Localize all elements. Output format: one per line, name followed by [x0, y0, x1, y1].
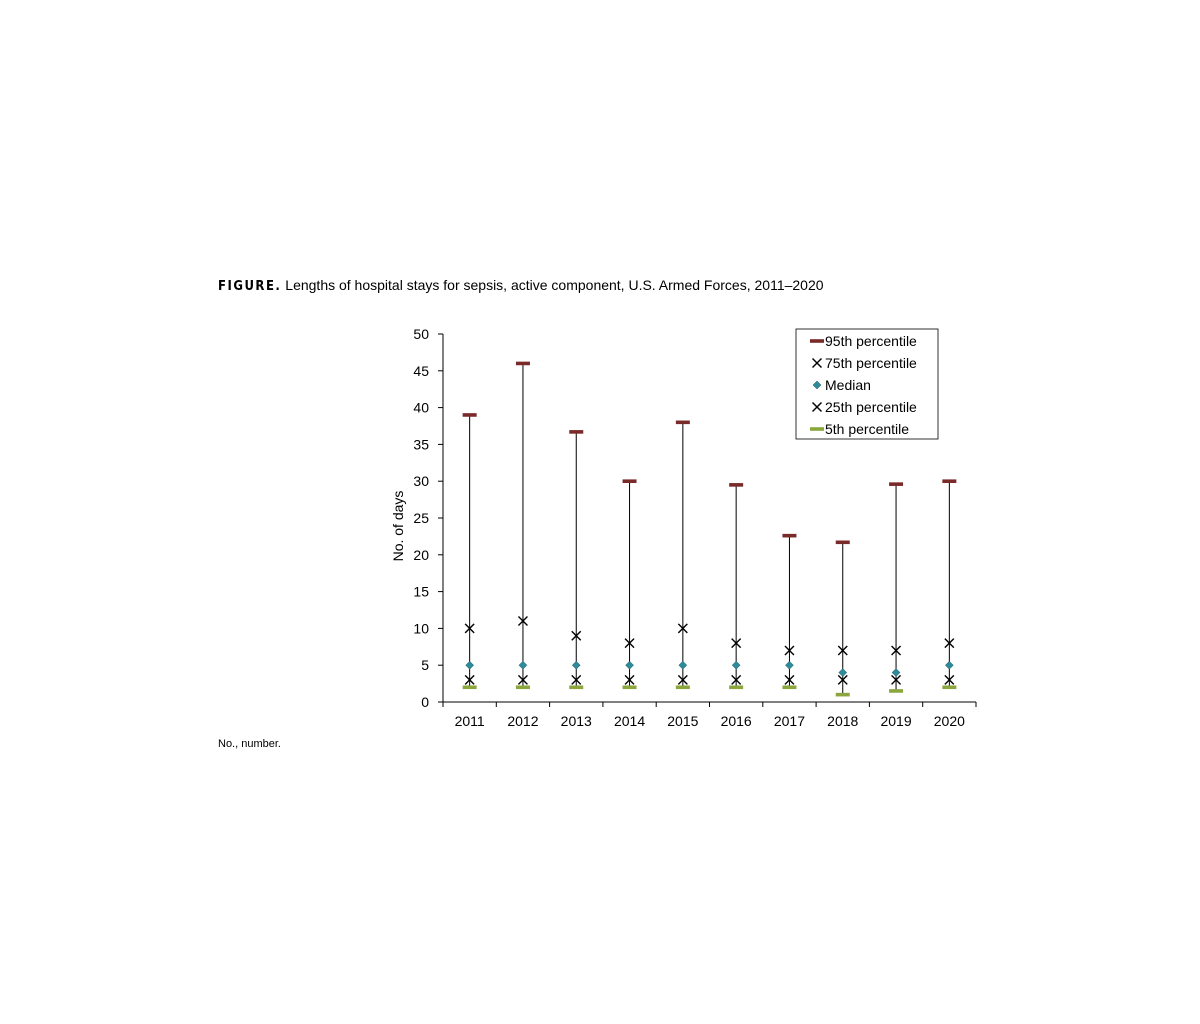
5th-percentile-point: [782, 685, 797, 690]
95th-percentile-point: [515, 361, 530, 366]
legend-marker: [812, 380, 822, 390]
25th-percentile-point: [784, 674, 795, 685]
legend-label: Median: [825, 377, 871, 393]
legend-label: 95th percentile: [825, 333, 917, 349]
y-tick-label: 30: [413, 473, 429, 489]
25th-percentile-point: [571, 674, 582, 685]
y-tick-label: 5: [421, 657, 429, 673]
95th-percentile-point: [889, 482, 904, 486]
y-tick-label: 40: [413, 400, 429, 416]
5th-percentile-point: [889, 689, 904, 693]
x-tick-label: 2020: [934, 713, 965, 729]
25th-percentile-point: [464, 674, 475, 685]
x-tick-label: 2018: [827, 713, 858, 729]
figure-label: FIGURE.: [218, 279, 282, 294]
5th-percentile-point: [835, 692, 850, 697]
y-tick-label: 35: [413, 436, 429, 452]
median-point: [891, 668, 901, 677]
25th-percentile-point: [837, 674, 848, 685]
median-point: [518, 660, 528, 670]
median-point: [785, 660, 794, 670]
median-point: [838, 668, 848, 677]
75th-percentile-point: [677, 623, 688, 634]
95th-percentile-point: [569, 430, 584, 434]
75th-percentile-point: [891, 645, 902, 656]
x-tick-label: 2014: [614, 713, 645, 729]
legend-marker: [810, 339, 824, 343]
75th-percentile-point: [837, 645, 848, 656]
median-point: [944, 660, 954, 670]
figure-caption: FIGURE. Lengths of hospital stays for se…: [218, 277, 824, 294]
y-tick-label: 50: [413, 326, 429, 342]
25th-percentile-point: [891, 674, 902, 685]
5th-percentile-point: [729, 685, 744, 690]
5th-percentile-point: [462, 685, 477, 690]
legend-label: 25th percentile: [825, 399, 917, 415]
x-tick-label: 2013: [561, 713, 592, 729]
x-tick-label: 2015: [667, 713, 698, 729]
median-point: [465, 660, 475, 670]
95th-percentile-point: [622, 479, 637, 483]
y-tick-label: 10: [413, 620, 429, 636]
75th-percentile-point: [944, 638, 955, 649]
25th-percentile-point: [677, 674, 688, 685]
legend-label: 5th percentile: [825, 421, 909, 437]
75th-percentile-point: [464, 623, 475, 634]
y-tick-label: 45: [413, 363, 429, 379]
25th-percentile-point: [731, 674, 742, 685]
y-tick-label: 15: [413, 584, 429, 600]
75th-percentile-point: [517, 616, 528, 627]
5th-percentile-point: [622, 685, 637, 690]
75th-percentile-point: [731, 638, 742, 649]
95th-percentile-point: [462, 413, 477, 417]
legend-marker: [812, 402, 822, 412]
95th-percentile-point: [782, 533, 797, 538]
figure-title: Lengths of hospital stays for sepsis, ac…: [285, 277, 824, 293]
y-tick-label: 20: [413, 547, 429, 563]
5th-percentile-point: [675, 685, 690, 690]
25th-percentile-point: [517, 674, 528, 685]
y-tick-label: 25: [413, 510, 429, 526]
75th-percentile-point: [624, 638, 635, 649]
95th-percentile-point: [729, 483, 744, 487]
x-tick-label: 2016: [721, 713, 752, 729]
5th-percentile-point: [569, 685, 584, 690]
x-tick-label: 2017: [774, 713, 805, 729]
median-point: [571, 660, 581, 670]
x-tick-label: 2012: [507, 713, 538, 729]
5th-percentile-point: [515, 685, 530, 690]
95th-percentile-point: [835, 540, 850, 545]
5th-percentile-point: [942, 685, 957, 690]
median-point: [625, 660, 634, 670]
legend-marker: [810, 427, 824, 431]
legend-label: 75th percentile: [825, 355, 917, 371]
footnote: No., number.: [218, 738, 281, 750]
median-point: [731, 660, 741, 670]
25th-percentile-point: [624, 674, 635, 685]
y-tick-label: 0: [421, 694, 429, 710]
95th-percentile-point: [675, 420, 690, 425]
95th-percentile-point: [942, 479, 957, 483]
x-tick-label: 2011: [455, 713, 485, 729]
median-point: [678, 660, 688, 670]
legend-marker: [812, 358, 822, 368]
75th-percentile-point: [571, 630, 582, 641]
x-tick-label: 2019: [880, 713, 911, 729]
25th-percentile-point: [944, 674, 955, 685]
75th-percentile-point: [784, 645, 795, 656]
y-axis-label: No. of days: [390, 491, 406, 562]
